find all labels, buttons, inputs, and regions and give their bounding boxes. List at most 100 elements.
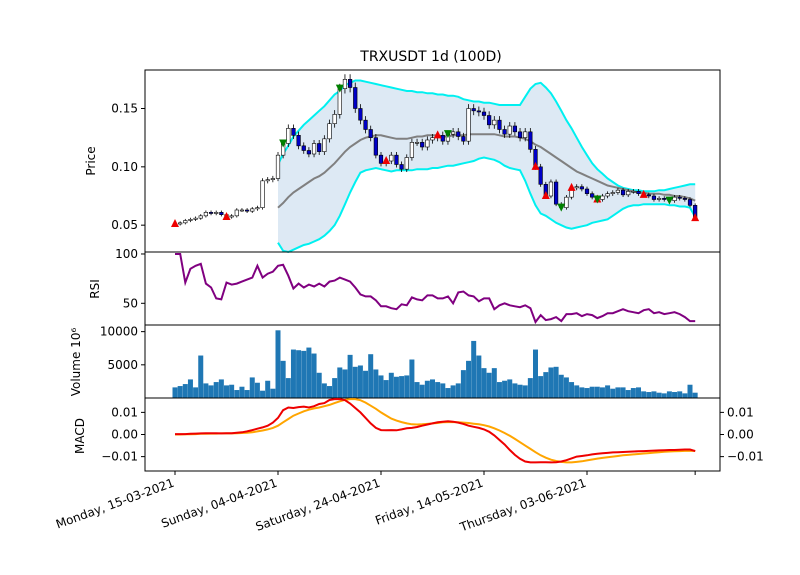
candle-body bbox=[610, 192, 615, 194]
volume-bar bbox=[651, 391, 657, 398]
volume-bar bbox=[342, 369, 348, 398]
volume-bar bbox=[625, 390, 631, 398]
candle-body bbox=[507, 125, 512, 135]
volume-bar bbox=[306, 347, 312, 398]
volume-bar bbox=[224, 385, 229, 398]
candle-body bbox=[306, 150, 312, 155]
candle-body bbox=[394, 154, 399, 165]
candle-body bbox=[687, 199, 693, 206]
macd-axis-left-tick-label: 0.00 bbox=[111, 428, 138, 442]
volume-bar bbox=[481, 368, 487, 398]
candle-body bbox=[245, 209, 250, 212]
candle-body bbox=[347, 79, 353, 88]
volume-bar bbox=[630, 388, 636, 398]
candle-body bbox=[275, 154, 281, 179]
volume-bar bbox=[661, 393, 667, 398]
volume-bar bbox=[270, 388, 276, 398]
candle-body bbox=[672, 196, 677, 201]
candle-body bbox=[255, 207, 260, 210]
candle-body bbox=[481, 111, 487, 116]
volume-bar bbox=[502, 380, 508, 398]
candle-body bbox=[631, 191, 636, 193]
candle-body bbox=[188, 219, 193, 221]
volume-bar bbox=[445, 388, 451, 398]
candle-body bbox=[296, 135, 301, 147]
volume-bar bbox=[599, 387, 605, 398]
volume-bar bbox=[285, 378, 291, 398]
volume-bar bbox=[332, 378, 338, 398]
volume-bar bbox=[636, 387, 641, 398]
rsi-axis-tick-label: 100 bbox=[115, 247, 138, 261]
volume-bar bbox=[244, 390, 250, 398]
volume-bar bbox=[584, 388, 590, 398]
macd-axis-label: MACD bbox=[73, 418, 87, 454]
candle-body bbox=[548, 181, 554, 197]
volume-bar bbox=[296, 350, 302, 398]
candle-body bbox=[626, 191, 631, 196]
rsi-line bbox=[175, 253, 696, 325]
candle-body bbox=[430, 137, 435, 141]
candle-body bbox=[404, 157, 409, 170]
volume-bar bbox=[569, 382, 575, 398]
lower-band-line bbox=[277, 156, 697, 254]
volume-bar bbox=[249, 377, 255, 398]
candle-body bbox=[311, 143, 317, 155]
buy-signal-marker bbox=[382, 156, 391, 164]
volume-bar bbox=[594, 386, 600, 398]
volume-bar bbox=[538, 376, 544, 398]
volume-bar bbox=[533, 349, 538, 398]
volume-bar bbox=[399, 376, 405, 398]
bollinger-band-fill bbox=[278, 80, 696, 252]
volume-bar bbox=[311, 353, 317, 398]
volume-bar bbox=[646, 392, 652, 398]
rsi-axis-label: RSI bbox=[88, 279, 102, 299]
candle-body bbox=[553, 181, 559, 205]
candle-body bbox=[512, 125, 517, 133]
volume-bar bbox=[527, 378, 533, 398]
volume-bar bbox=[290, 349, 296, 398]
volume-bar bbox=[440, 383, 446, 398]
volume-bar bbox=[383, 380, 389, 398]
candle-body bbox=[322, 138, 327, 152]
candle-body bbox=[363, 119, 368, 130]
candle-body bbox=[682, 198, 687, 200]
volume-panel: 5000 10000 Volume 10⁶ bbox=[69, 324, 721, 399]
volume-bar bbox=[187, 379, 193, 398]
candle-body bbox=[229, 215, 234, 218]
candle-body bbox=[425, 139, 430, 148]
candle-body bbox=[353, 87, 358, 109]
volume-bar bbox=[172, 387, 178, 398]
candle-body bbox=[476, 110, 481, 113]
volume-bar bbox=[615, 387, 621, 398]
volume-bar bbox=[430, 379, 435, 398]
candle-body bbox=[198, 215, 203, 219]
volume-bar bbox=[579, 387, 585, 398]
upper-band-line bbox=[277, 79, 696, 193]
volume-bar bbox=[476, 355, 482, 398]
buy-signal-marker bbox=[531, 161, 540, 170]
price-axis-label: Price bbox=[84, 146, 98, 175]
volume-bar bbox=[239, 386, 245, 398]
candle-body bbox=[600, 195, 605, 200]
macd-axis-left-tick-label: 0.01 bbox=[111, 405, 138, 419]
volume-bar bbox=[517, 384, 523, 398]
price-axis-tick-label: 0.05 bbox=[111, 218, 138, 232]
candle-body bbox=[651, 195, 657, 200]
candle-body bbox=[620, 189, 626, 196]
sell-signal-marker bbox=[443, 130, 452, 139]
price-panel: 0.05 0.10 0.15 Price bbox=[84, 69, 721, 254]
volume-bar bbox=[677, 391, 683, 398]
candle-body bbox=[636, 191, 641, 194]
volume-bar bbox=[234, 390, 240, 398]
candle-body bbox=[523, 131, 528, 138]
candle-body bbox=[250, 208, 255, 212]
macd-panel-frame bbox=[144, 397, 721, 472]
volume-bar bbox=[471, 340, 477, 398]
candle-body bbox=[656, 198, 662, 200]
volume-bar bbox=[682, 393, 688, 398]
candle-body bbox=[414, 142, 420, 144]
candle-body bbox=[538, 166, 543, 185]
candle-body bbox=[450, 131, 456, 135]
volume-bar bbox=[321, 383, 327, 398]
